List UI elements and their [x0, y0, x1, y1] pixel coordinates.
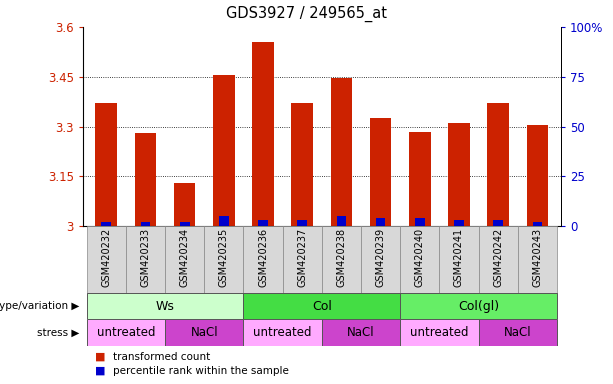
Text: GSM420239: GSM420239 — [376, 228, 386, 287]
Bar — [518, 226, 557, 293]
Bar — [165, 226, 204, 293]
Text: Col: Col — [312, 300, 332, 313]
Text: GSM420232: GSM420232 — [101, 228, 112, 288]
Bar — [361, 226, 400, 293]
Text: GDS3927 / 249565_at: GDS3927 / 249565_at — [226, 5, 387, 22]
Text: GSM420237: GSM420237 — [297, 228, 307, 288]
Text: GSM420240: GSM420240 — [415, 228, 425, 287]
Bar — [487, 103, 509, 226]
Bar — [253, 42, 274, 226]
Text: ■: ■ — [95, 366, 105, 376]
Text: NaCl: NaCl — [347, 326, 375, 339]
Bar — [126, 226, 165, 293]
Bar — [479, 226, 518, 293]
Bar — [291, 103, 313, 226]
Bar — [204, 226, 243, 293]
Bar — [86, 319, 165, 346]
Text: GSM420243: GSM420243 — [532, 228, 543, 287]
Bar — [533, 222, 543, 226]
Text: untreated: untreated — [97, 326, 155, 339]
Bar — [213, 75, 235, 226]
Text: GSM420233: GSM420233 — [140, 228, 150, 287]
Bar — [135, 133, 156, 226]
Text: NaCl: NaCl — [504, 326, 531, 339]
Bar — [454, 220, 464, 226]
Text: stress ▶: stress ▶ — [37, 328, 80, 338]
Bar — [409, 131, 430, 226]
Bar — [322, 319, 400, 346]
Bar — [283, 226, 322, 293]
Bar — [258, 220, 268, 226]
Text: GSM420242: GSM420242 — [493, 228, 503, 288]
Text: GSM420236: GSM420236 — [258, 228, 268, 287]
Text: Col(gl): Col(gl) — [458, 300, 499, 313]
Bar — [440, 226, 479, 293]
Bar — [96, 103, 117, 226]
Bar — [330, 78, 352, 226]
Bar — [400, 293, 557, 319]
Bar — [219, 216, 229, 226]
Bar — [400, 226, 440, 293]
Bar — [376, 218, 386, 226]
Bar — [400, 319, 479, 346]
Bar — [165, 319, 243, 346]
Bar — [370, 118, 391, 226]
Text: GSM420235: GSM420235 — [219, 228, 229, 288]
Bar — [337, 216, 346, 226]
Text: percentile rank within the sample: percentile rank within the sample — [113, 366, 289, 376]
Text: transformed count: transformed count — [113, 352, 211, 362]
Bar — [174, 183, 196, 226]
Bar — [86, 293, 243, 319]
Text: NaCl: NaCl — [191, 326, 218, 339]
Bar — [243, 319, 322, 346]
Bar — [527, 125, 548, 226]
Text: ■: ■ — [95, 352, 105, 362]
Bar — [180, 222, 189, 226]
Text: GSM420241: GSM420241 — [454, 228, 464, 287]
Text: untreated: untreated — [410, 326, 469, 339]
Bar — [86, 226, 126, 293]
Text: Ws: Ws — [156, 300, 175, 313]
Text: GSM420238: GSM420238 — [337, 228, 346, 287]
Text: genotype/variation ▶: genotype/variation ▶ — [0, 301, 80, 311]
Bar — [140, 222, 150, 226]
Bar — [101, 222, 111, 226]
Bar — [493, 220, 503, 226]
Bar — [322, 226, 361, 293]
Text: GSM420234: GSM420234 — [180, 228, 189, 287]
Bar — [243, 293, 400, 319]
Bar — [243, 226, 283, 293]
Bar — [448, 123, 470, 226]
Bar — [297, 220, 307, 226]
Bar — [479, 319, 557, 346]
Text: untreated: untreated — [253, 326, 312, 339]
Bar — [415, 218, 425, 226]
